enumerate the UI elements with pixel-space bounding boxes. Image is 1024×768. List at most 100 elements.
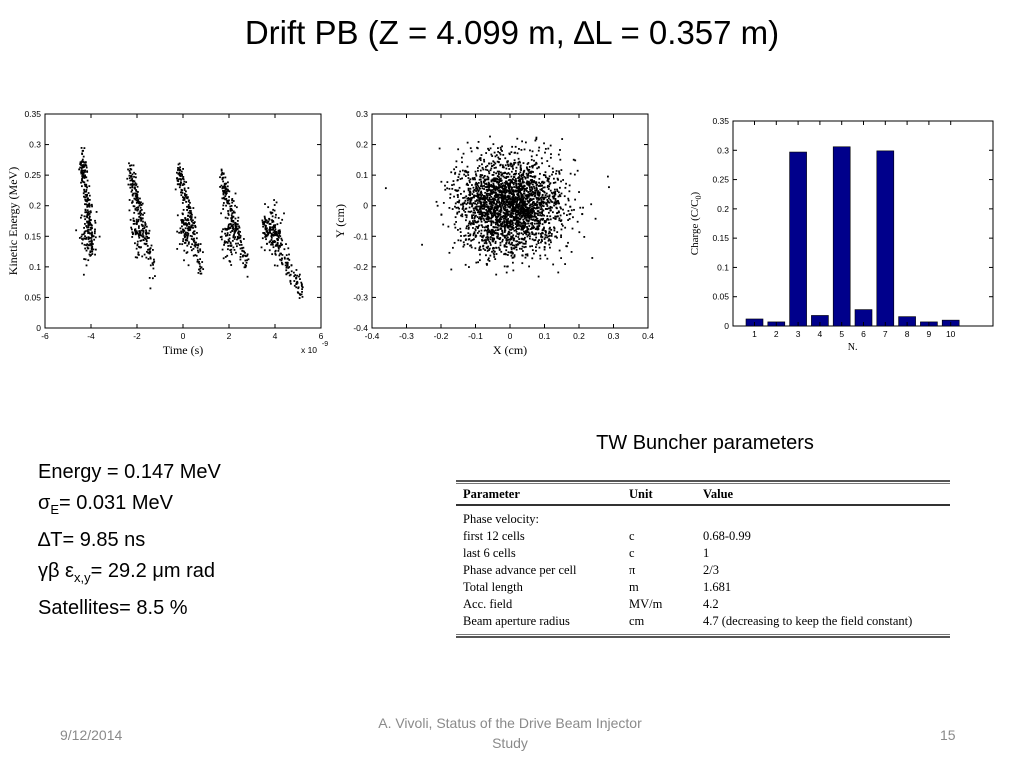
data-point [499, 220, 502, 223]
data-point [478, 198, 481, 200]
data-point [480, 191, 482, 194]
data-point [488, 186, 490, 189]
data-point [531, 209, 534, 212]
data-point [498, 170, 501, 173]
data-point [540, 206, 543, 208]
data-point [491, 247, 494, 250]
data-point [525, 172, 528, 175]
data-point [451, 187, 454, 190]
data-point [244, 251, 246, 254]
data-point [201, 261, 204, 263]
data-point [223, 244, 225, 246]
data-point [554, 181, 557, 184]
data-point [492, 182, 495, 185]
energy-time-scatter-chart: -6 -4 -2 0 2 4 600.050.10.150.20.250.30.35Time… [6, 109, 328, 357]
data-point [178, 172, 181, 175]
data-point [533, 215, 536, 218]
data-point [463, 234, 466, 237]
data-point [501, 166, 504, 169]
data-point [473, 177, 476, 179]
data-point [573, 208, 575, 211]
data-point [507, 210, 510, 213]
data-point [86, 194, 88, 196]
data-point [486, 169, 489, 172]
data-point [525, 197, 528, 200]
data-point [523, 175, 526, 178]
data-point [506, 254, 509, 256]
data-point [197, 244, 200, 247]
data-point [235, 242, 237, 245]
data-point [550, 153, 552, 156]
data-point [281, 218, 284, 221]
data-point [224, 232, 227, 235]
data-point [87, 226, 90, 229]
data-point [94, 228, 96, 231]
data-point [185, 219, 188, 222]
data-point [464, 175, 467, 177]
data-point [539, 185, 542, 187]
data-point [185, 238, 187, 241]
data-point [536, 222, 538, 225]
data-point [521, 228, 523, 231]
data-point [512, 192, 515, 195]
data-point [506, 222, 509, 225]
data-point [477, 185, 480, 188]
data-point [140, 218, 143, 221]
data-point [134, 192, 137, 195]
data-point [187, 215, 189, 217]
data-point [222, 208, 225, 210]
data-point [484, 201, 487, 204]
data-point [84, 174, 86, 177]
data-point [504, 172, 507, 174]
data-point [521, 210, 524, 213]
data-point [523, 192, 526, 195]
data-point [489, 238, 492, 241]
data-point [496, 220, 499, 223]
data-point [471, 184, 473, 186]
data-point [86, 179, 89, 182]
data-point [524, 206, 527, 209]
data-point [509, 223, 512, 226]
data-point [567, 199, 570, 202]
data-point [498, 191, 501, 193]
data-point [537, 228, 540, 231]
data-point [545, 202, 548, 204]
data-point [440, 180, 443, 183]
data-point [521, 140, 524, 143]
bar [789, 151, 807, 327]
data-point [183, 230, 186, 232]
data-point [131, 193, 134, 196]
data-point [544, 176, 547, 179]
data-point [478, 178, 481, 181]
data-point [548, 222, 551, 225]
data-point [532, 201, 534, 204]
data-point [192, 221, 195, 224]
data-point [186, 224, 188, 227]
data-point [235, 229, 237, 232]
data-point [193, 221, 196, 224]
data-point [499, 203, 502, 206]
data-point [88, 198, 91, 201]
data-point [526, 180, 529, 183]
data-point [190, 225, 193, 227]
data-point [540, 212, 543, 215]
data-point [242, 246, 245, 249]
data-point [462, 202, 465, 205]
data-point [481, 205, 484, 208]
data-point [265, 242, 268, 245]
data-point [276, 264, 279, 267]
data-point [582, 206, 584, 209]
data-point [288, 274, 291, 277]
data-point [500, 250, 503, 253]
data-point [509, 182, 512, 185]
data-point [521, 214, 524, 217]
data-point [180, 219, 183, 221]
data-point [516, 240, 519, 243]
data-point [239, 258, 242, 261]
data-point [522, 197, 525, 200]
data-point [520, 183, 522, 186]
data-point [145, 242, 148, 245]
data-point [91, 253, 94, 255]
data-point [517, 209, 520, 212]
data-point [534, 182, 537, 185]
